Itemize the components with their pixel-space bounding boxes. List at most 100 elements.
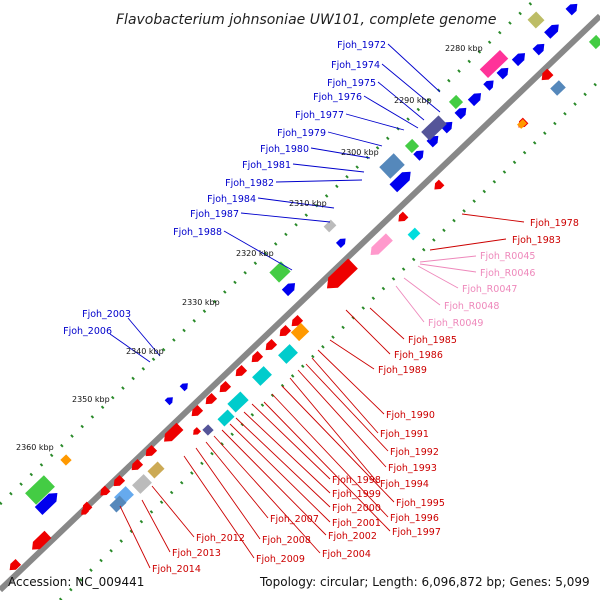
label-fjoh-1991: Fjoh_1991 (380, 429, 429, 440)
reverse-gene-5 (291, 314, 304, 327)
reverse-gene-4 (326, 258, 358, 289)
reverse-gene-9 (235, 364, 248, 377)
reverse-gene-12 (191, 404, 204, 417)
misc-feature-16 (132, 474, 152, 494)
label-leader-lines (109, 43, 525, 569)
label-fjoh-1998: Fjoh_1998 (332, 475, 381, 486)
misc-feature-22 (588, 34, 600, 50)
reverse-gene-22 (81, 507, 89, 515)
misc-feature-4 (404, 138, 420, 154)
forward-gene-12 (335, 238, 346, 248)
label-fjoh-r0049: Fjoh_R0049 (428, 318, 483, 329)
label-fjoh-1985: Fjoh_1985 (408, 335, 457, 346)
label-fjoh-1987: Fjoh_1987 (190, 209, 239, 220)
misc-feature-11 (252, 366, 272, 386)
label-fjoh-2000: Fjoh_2000 (332, 503, 381, 514)
misc-feature-5 (379, 153, 405, 179)
label-fjoh-1997: Fjoh_1997 (392, 527, 441, 538)
label-fjoh-1979: Fjoh_1979 (277, 128, 326, 139)
gene-labels: Fjoh_1972 Fjoh_1974 Fjoh_1975 Fjoh_1976 Fjoh… (63, 40, 579, 575)
label-fjoh-1977: Fjoh_1977 (295, 110, 344, 121)
label-fjoh-1972: Fjoh_1972 (337, 40, 386, 51)
label-fjoh-r0048: Fjoh_R0048 (444, 301, 499, 312)
misc-feature-18 (109, 495, 127, 513)
misc-feature-7 (323, 219, 337, 233)
forward-gene-4 (496, 67, 509, 80)
label-fjoh-1981: Fjoh_1981 (242, 160, 291, 171)
label-fjoh-1978: Fjoh_1978 (530, 218, 579, 229)
reverse-gene-11 (205, 392, 218, 405)
reverse-gene-20 (9, 558, 22, 571)
reverse-gene-2 (434, 179, 445, 190)
reverse-gene-17 (100, 485, 111, 496)
reverse-gene-0 (541, 68, 554, 81)
reverse-gene-15 (131, 458, 144, 471)
misc-feature-3 (448, 94, 464, 110)
gene-features (9, 3, 600, 571)
forward-gene-13 (281, 283, 296, 297)
misc-feature-8 (407, 227, 421, 241)
forward-gene-11 (389, 171, 411, 193)
misc-feature-19 (60, 454, 72, 466)
reverse-gene-21 (193, 427, 201, 435)
misc-feature-2 (421, 115, 447, 141)
forward-gene-6 (467, 93, 482, 107)
misc-feature-14 (202, 424, 214, 436)
topology-text: Topology: circular; Length: 6,096,872 bp… (259, 575, 590, 589)
forward-gene-15 (164, 397, 173, 406)
label-fjoh-2014: Fjoh_2014 (152, 564, 201, 575)
label-fjoh-1988: Fjoh_1988 (173, 227, 222, 238)
kbp-tick-3: 2300 kbp (341, 148, 379, 157)
genome-backbone (0, 13, 600, 593)
kbp-tick-2: 2290 kbp (394, 96, 432, 105)
kbp-tick-8: 2350 kbp (72, 395, 110, 404)
label-fjoh-r0046: Fjoh_R0046 (480, 268, 535, 279)
kbp-tick-6: 2330 kbp (182, 298, 220, 307)
label-fjoh-1982: Fjoh_1982 (225, 178, 274, 189)
reverse-gene-13 (164, 422, 184, 442)
misc-feature-9 (290, 322, 310, 342)
label-fjoh-1990: Fjoh_1990 (386, 410, 435, 421)
forward-gene-3 (511, 53, 526, 67)
label-fjoh-2006: Fjoh_2006 (63, 326, 112, 337)
reverse-gene-14 (145, 444, 158, 457)
misc-feature-13 (217, 409, 235, 427)
map-title: Flavobacterium johnsoniae UW101, complet… (116, 12, 496, 28)
label-fjoh-r0045: Fjoh_R0045 (480, 251, 535, 262)
misc-feature-6 (269, 261, 291, 283)
forward-gene-7 (454, 107, 467, 120)
label-fjoh-1983: Fjoh_1983 (512, 235, 561, 246)
kbp-tick-9: 2360 kbp (16, 443, 54, 452)
label-fjoh-2002: Fjoh_2002 (328, 531, 377, 542)
label-fjoh-2003: Fjoh_2003 (82, 309, 131, 320)
label-fjoh-2001: Fjoh_2001 (332, 518, 381, 529)
misc-feature-12 (227, 391, 249, 413)
forward-gene-5 (483, 80, 494, 91)
reverse-gene-3 (398, 211, 409, 222)
forward-gene-14 (179, 383, 188, 392)
misc-feature-20 (25, 475, 55, 505)
label-fjoh-2004: Fjoh_2004 (322, 549, 371, 560)
label-fjoh-1996: Fjoh_1996 (390, 513, 439, 524)
reverse-gene-16 (113, 474, 126, 487)
misc-feature-10 (278, 344, 298, 364)
label-fjoh-1984: Fjoh_1984 (207, 194, 256, 205)
misc-feature-1 (479, 49, 509, 79)
forward-gene-10 (413, 150, 424, 161)
forward-gene-2 (532, 43, 545, 56)
label-fjoh-r0047: Fjoh_R0047 (462, 284, 517, 295)
label-fjoh-1989: Fjoh_1989 (378, 365, 427, 376)
kbp-tick-7: 2340 kbp (126, 347, 164, 356)
rna-gene-cluster (370, 233, 393, 255)
label-fjoh-1994: Fjoh_1994 (380, 479, 429, 490)
accession-text: Accession: NC_009441 (8, 575, 144, 589)
kbp-tick-5: 2320 kbp (236, 249, 274, 258)
reverse-gene-10 (219, 380, 232, 393)
reverse-gene-7 (265, 338, 278, 351)
label-fjoh-1992: Fjoh_1992 (390, 447, 439, 458)
kbp-tick-labels: 2280 kbp 2290 kbp 2300 kbp 2310 kbp 2320 kbp… (16, 44, 483, 452)
kbp-tick-4: 2310 kbp (289, 199, 327, 208)
reverse-gene-6 (279, 324, 292, 337)
misc-feature-0 (527, 11, 545, 29)
